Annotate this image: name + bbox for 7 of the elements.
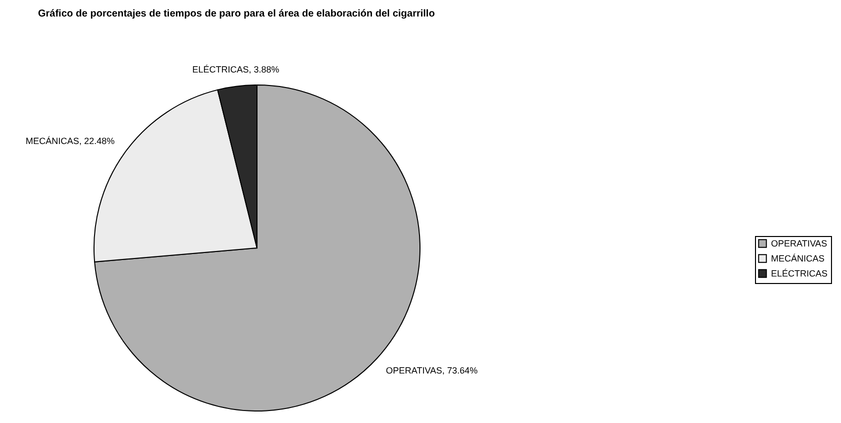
data-label: OPERATIVAS, 73.64% (386, 365, 478, 376)
data-label: MECÁNICAS, 22.48% (26, 136, 115, 146)
chart-title: Gráfico de porcentajes de tiempos de paro para el área de elaboración del cigarrillo (38, 8, 435, 20)
data-label: ELÉCTRICAS, 3.88% (192, 64, 280, 74)
legend-label: ELÉCTRICAS (771, 268, 828, 278)
legend-label: OPERATIVAS (771, 238, 828, 248)
legend-label: MECÁNICAS (771, 254, 825, 264)
